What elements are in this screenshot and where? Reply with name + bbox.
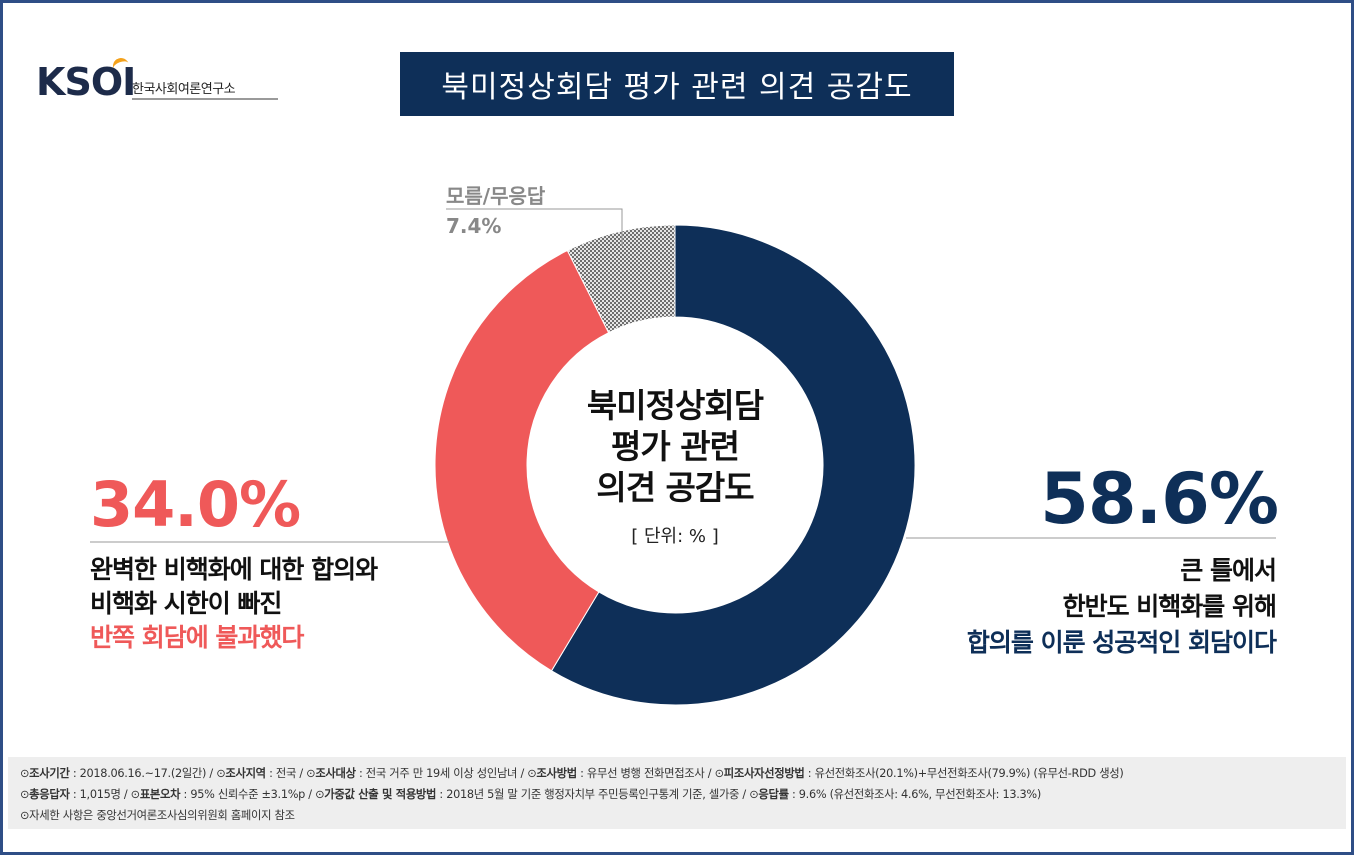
right-desc-line: 한반도 비핵화를 위해 [1062, 592, 1277, 621]
center-title-line: 평가 관련 [611, 427, 740, 466]
left-percent: 34.0% [90, 468, 301, 541]
left-description: 완벽한 비핵화에 대한 합의와 비핵화 시한이 빠진 반쪽 회담에 불과했다 [90, 553, 378, 655]
center-title-line: 의견 공감도 [596, 468, 754, 507]
logo-org-name: 한국사회여론연구소 [132, 82, 236, 97]
footnote-value: 2018년 5월 말 기준 행정자치부 주민등록인구통계 기준, 셀가중 [446, 788, 740, 801]
footnote-key: 조사방법 [536, 767, 577, 780]
footnote-key: 조사지역 [225, 767, 266, 780]
footnote-value: 전국 거주 만 19세 이상 성인남녀 [365, 767, 518, 780]
right-description: 큰 틀에서 한반도 비핵화를 위해 합의를 이룬 성공적인 회담이다 [966, 553, 1277, 661]
donut-slice [434, 249, 610, 672]
survey-footnote: ⊙조사기간 : 2018.06.16.~17.(2일간) / ⊙조사지역 : 전… [8, 757, 1346, 829]
footnote-key: 피조사자선정방법 [723, 767, 805, 780]
unit-label: [ 단위: % ] [631, 526, 719, 547]
footnote-key: 조사대상 [315, 767, 356, 780]
donut-slice [566, 224, 676, 334]
footnote-value: 전국 [275, 767, 297, 780]
right-desc-line: 큰 틀에서 [1180, 556, 1277, 585]
footnote-key: 가중값 산출 및 적용방법 [324, 788, 437, 801]
footnote-value: 1,015명 [79, 788, 121, 801]
footnote-value: 유선전화조사(20.1%)+무선전화조사(79.9%) (유무선-RDD 생성) [814, 767, 1124, 780]
center-title: 북미정상회담 평가 관련 의견 공감도 [535, 385, 815, 508]
footnote-key: 총응답자 [29, 788, 70, 801]
right-percent: 58.6% [1040, 458, 1279, 540]
unknown-percent: 7.4% [446, 214, 502, 238]
footnote-value: 9.6% (유선전화조사: 4.6%, 무선전화조사: 13.3%) [798, 788, 1042, 801]
donut-slice [550, 224, 916, 706]
footnote-value: 자세한 사항은 중앙선거여론조사심의위원회 홈페이지 참조 [29, 809, 295, 822]
left-desc-highlight: 반쪽 회담에 불과했다 [90, 623, 304, 652]
left-desc-line: 완벽한 비핵화에 대한 합의와 [90, 555, 378, 584]
logo-mark: KSOI [36, 60, 136, 104]
logo-underline [132, 98, 278, 100]
page-title: 북미정상회담 평가 관련 의견 공감도 [400, 52, 954, 116]
footnote-key: 응답률 [758, 788, 789, 801]
left-desc-line: 비핵화 시한이 빠진 [90, 589, 282, 618]
footnote-row-1: ⊙조사기간 : 2018.06.16.~17.(2일간) / ⊙조사지역 : 전… [20, 767, 1124, 780]
leader-line-unknown [446, 208, 623, 246]
footnote-value: 95% 신뢰수준 ±3.1%p [190, 788, 306, 801]
right-desc-highlight: 합의를 이룬 성공적인 회담이다 [966, 628, 1277, 657]
footnote-value: 2018.06.16.~17.(2일간) [79, 767, 207, 780]
footnote-key: 표본오차 [139, 788, 181, 801]
center-title-line: 북미정상회담 [586, 386, 764, 425]
footnote-value: 유무선 병행 전화면접조사 [586, 767, 705, 780]
footnote-key: 조사기간 [29, 767, 70, 780]
unknown-label: 모름/무응답 [446, 184, 546, 208]
footnote-row-3: ⊙자세한 사항은 중앙선거여론조사심의위원회 홈페이지 참조 [20, 809, 295, 822]
footnote-row-2: ⊙총응답자 : 1,015명 / ⊙표본오차 : 95% 신뢰수준 ±3.1%p… [20, 788, 1042, 801]
